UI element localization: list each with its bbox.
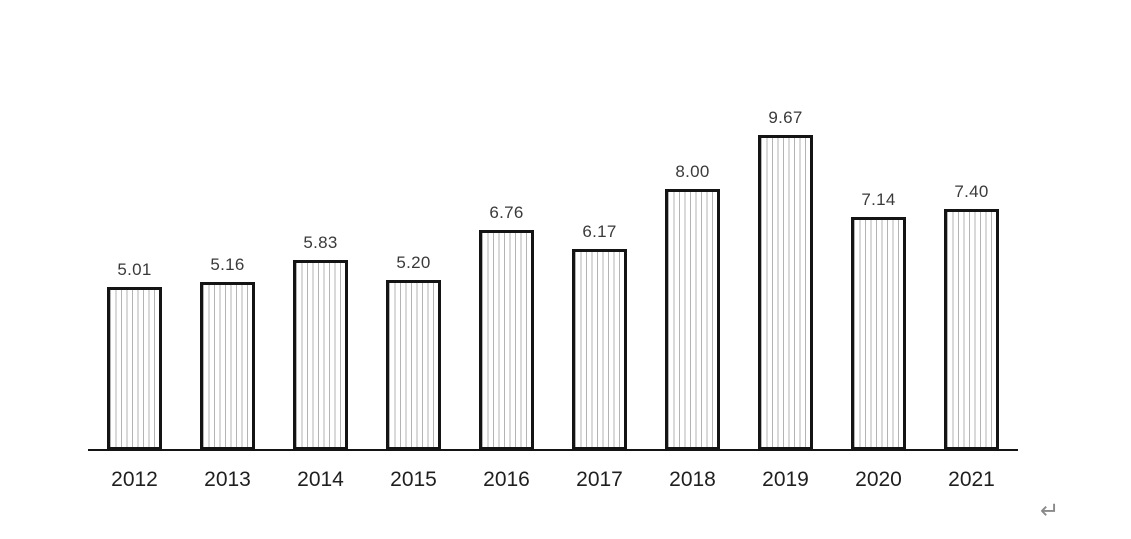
bar	[386, 280, 441, 450]
x-axis-tick-label: 2018	[669, 468, 716, 491]
bar	[665, 189, 720, 450]
bar-group: 9.67	[739, 0, 832, 450]
x-axis-tick-label: 2016	[483, 468, 530, 491]
x-axis-line	[88, 449, 1018, 451]
bar-value-label: 8.00	[675, 162, 710, 181]
x-axis-tick-label: 2015	[390, 468, 437, 491]
x-axis-tick-label: 2013	[204, 468, 251, 491]
bar-value-label: 5.20	[396, 253, 431, 272]
bar-group: 7.40	[925, 0, 1018, 450]
bar-value-label: 7.14	[861, 190, 896, 209]
bar-value-label: 6.17	[582, 222, 617, 241]
bar	[479, 230, 534, 450]
x-axis-tick-label: 2014	[297, 468, 344, 491]
bar	[758, 135, 813, 450]
bar-group: 6.76	[460, 0, 553, 450]
x-axis-tick-label: 2019	[762, 468, 809, 491]
bar-value-label: 6.76	[489, 203, 524, 222]
bar-group: 5.16	[181, 0, 274, 450]
bar	[107, 287, 162, 450]
plot-area: 5.01 5.16 5.83 5.20 6.76 6.17 8.00 9.67 7.14 7.40	[88, 0, 1018, 450]
x-axis-labels: 2012 2013 2014 2015 2016 2017 2018 2019 2020 2021	[88, 468, 1018, 492]
bar-group: 5.01	[88, 0, 181, 450]
bar-group: 5.83	[274, 0, 367, 450]
bar-value-label: 5.83	[303, 233, 338, 252]
bar-group: 7.14	[832, 0, 925, 450]
x-axis-tick-label: 2017	[576, 468, 623, 491]
bar	[293, 260, 348, 450]
bar-group: 8.00	[646, 0, 739, 450]
x-axis-tick-label: 2012	[111, 468, 158, 491]
bar	[944, 209, 999, 450]
paragraph-return-mark: ↵	[1040, 498, 1060, 524]
bar-value-label: 5.16	[210, 255, 245, 274]
bar-value-label: 9.67	[768, 108, 803, 127]
bar-value-label: 5.01	[117, 260, 152, 279]
bar-group: 5.20	[367, 0, 460, 450]
bar-group: 6.17	[553, 0, 646, 450]
bar-value-label: 7.40	[954, 182, 989, 201]
bar	[851, 217, 906, 450]
x-axis-tick-label: 2020	[855, 468, 902, 491]
bar	[572, 249, 627, 450]
x-axis-tick-label: 2021	[948, 468, 995, 491]
bar	[200, 282, 255, 450]
